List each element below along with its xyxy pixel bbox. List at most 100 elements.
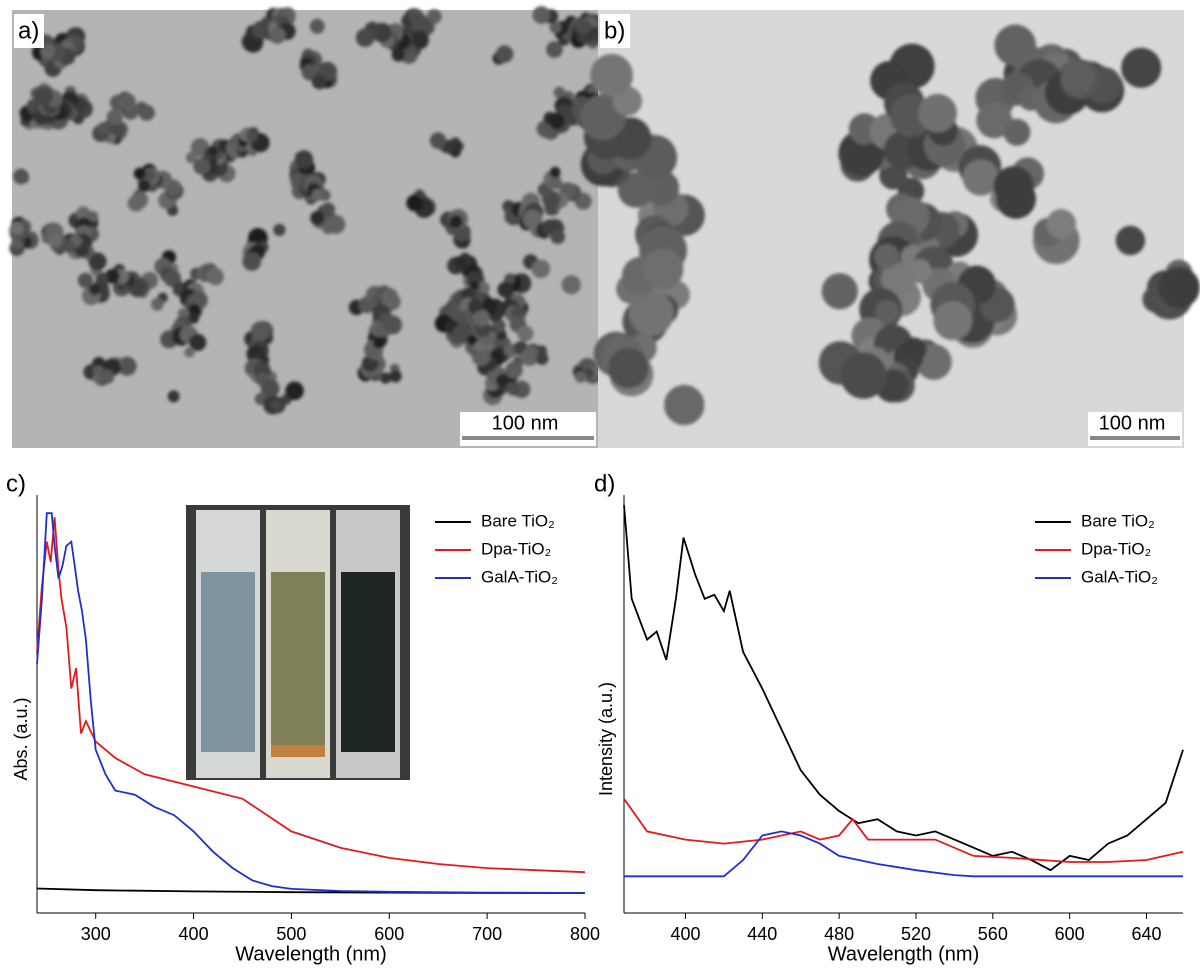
particle bbox=[574, 370, 587, 383]
particle bbox=[273, 223, 286, 237]
series-line bbox=[623, 504, 1184, 872]
particle bbox=[506, 382, 521, 396]
particle bbox=[380, 372, 392, 384]
particle bbox=[270, 399, 282, 411]
particle bbox=[187, 312, 200, 324]
x-tick-label: 500 bbox=[276, 924, 306, 944]
particle bbox=[524, 345, 539, 360]
particle bbox=[1121, 47, 1162, 88]
particle bbox=[542, 219, 557, 235]
particle bbox=[17, 172, 30, 184]
particle bbox=[294, 150, 314, 169]
legend-label: GalA-TiO₂ bbox=[1081, 567, 1158, 586]
panel-label: d) bbox=[594, 470, 615, 497]
particle bbox=[97, 121, 110, 134]
particle bbox=[532, 6, 551, 24]
particle bbox=[550, 229, 566, 245]
particle bbox=[1061, 61, 1095, 95]
particle bbox=[426, 9, 442, 24]
particle bbox=[993, 166, 1034, 207]
particle bbox=[549, 166, 561, 178]
particle bbox=[269, 27, 286, 44]
x-tick-label: 440 bbox=[747, 924, 777, 944]
particle bbox=[881, 262, 916, 296]
particle bbox=[491, 318, 506, 333]
legend-label: Bare TiO₂ bbox=[1081, 511, 1155, 530]
particle bbox=[548, 112, 565, 129]
particle bbox=[406, 194, 423, 212]
particle bbox=[88, 252, 107, 271]
particle bbox=[617, 171, 654, 208]
panel-label: a) bbox=[18, 17, 39, 44]
particle bbox=[1046, 209, 1077, 239]
particle bbox=[193, 157, 211, 175]
particle bbox=[629, 290, 674, 336]
tem-image-a: a) 100 nm bbox=[9, 6, 603, 448]
particle bbox=[821, 273, 858, 310]
particle bbox=[311, 188, 325, 202]
particle bbox=[86, 210, 99, 223]
x-axis-label: Wavelength (nm) bbox=[828, 943, 980, 965]
particle bbox=[167, 390, 180, 403]
series-line bbox=[624, 830, 1183, 878]
particle bbox=[311, 74, 327, 90]
particle bbox=[106, 109, 123, 126]
particle bbox=[1115, 225, 1146, 256]
particle bbox=[88, 283, 101, 296]
particle bbox=[449, 215, 463, 229]
particle bbox=[372, 337, 385, 349]
series-line bbox=[36, 512, 586, 894]
particle bbox=[133, 167, 147, 180]
particle bbox=[138, 179, 151, 192]
x-tick-label: 700 bbox=[472, 924, 502, 944]
particle bbox=[242, 252, 262, 271]
tem-image-b: b) 100 nm bbox=[579, 10, 1200, 448]
particle bbox=[1158, 266, 1200, 309]
particle bbox=[642, 248, 684, 290]
particle bbox=[531, 259, 551, 279]
cuvette-photo bbox=[186, 505, 410, 780]
particle bbox=[130, 191, 149, 209]
particle bbox=[104, 268, 120, 284]
particle bbox=[188, 303, 200, 316]
x-tick-label: 520 bbox=[901, 924, 931, 944]
particle bbox=[321, 202, 336, 217]
particle bbox=[467, 298, 484, 315]
particle bbox=[184, 346, 195, 358]
series-line bbox=[623, 798, 1184, 863]
particle bbox=[189, 333, 207, 351]
particle bbox=[47, 232, 64, 248]
particle bbox=[549, 176, 563, 190]
particle bbox=[326, 214, 346, 234]
particle bbox=[467, 334, 478, 346]
particle bbox=[40, 43, 56, 59]
particle bbox=[382, 315, 403, 335]
particle bbox=[452, 324, 472, 344]
particle bbox=[429, 132, 447, 149]
particle bbox=[495, 45, 514, 63]
particle bbox=[590, 53, 633, 97]
particle bbox=[150, 297, 164, 311]
particle bbox=[355, 28, 375, 48]
scale-bar-label: 100 nm bbox=[492, 412, 559, 434]
x-tick-label: 600 bbox=[1055, 924, 1085, 944]
particle bbox=[976, 102, 1013, 139]
particle bbox=[902, 337, 927, 363]
particle bbox=[260, 378, 280, 398]
particle bbox=[310, 210, 325, 226]
particle bbox=[10, 222, 24, 236]
particle bbox=[574, 18, 591, 35]
panel-label: b) bbox=[604, 17, 625, 44]
particle bbox=[454, 255, 467, 268]
x-tick-label: 480 bbox=[824, 924, 854, 944]
x-tick-label: 600 bbox=[374, 924, 404, 944]
x-axis-label: Wavelength (nm) bbox=[235, 943, 387, 965]
particle bbox=[874, 300, 900, 325]
particle bbox=[99, 369, 115, 385]
legend-label: Bare TiO₂ bbox=[481, 511, 555, 530]
scale-bar-label: 100 nm bbox=[1099, 412, 1166, 434]
particle bbox=[873, 243, 900, 270]
particle bbox=[207, 145, 219, 157]
series-line bbox=[36, 517, 586, 874]
particle bbox=[473, 310, 491, 327]
